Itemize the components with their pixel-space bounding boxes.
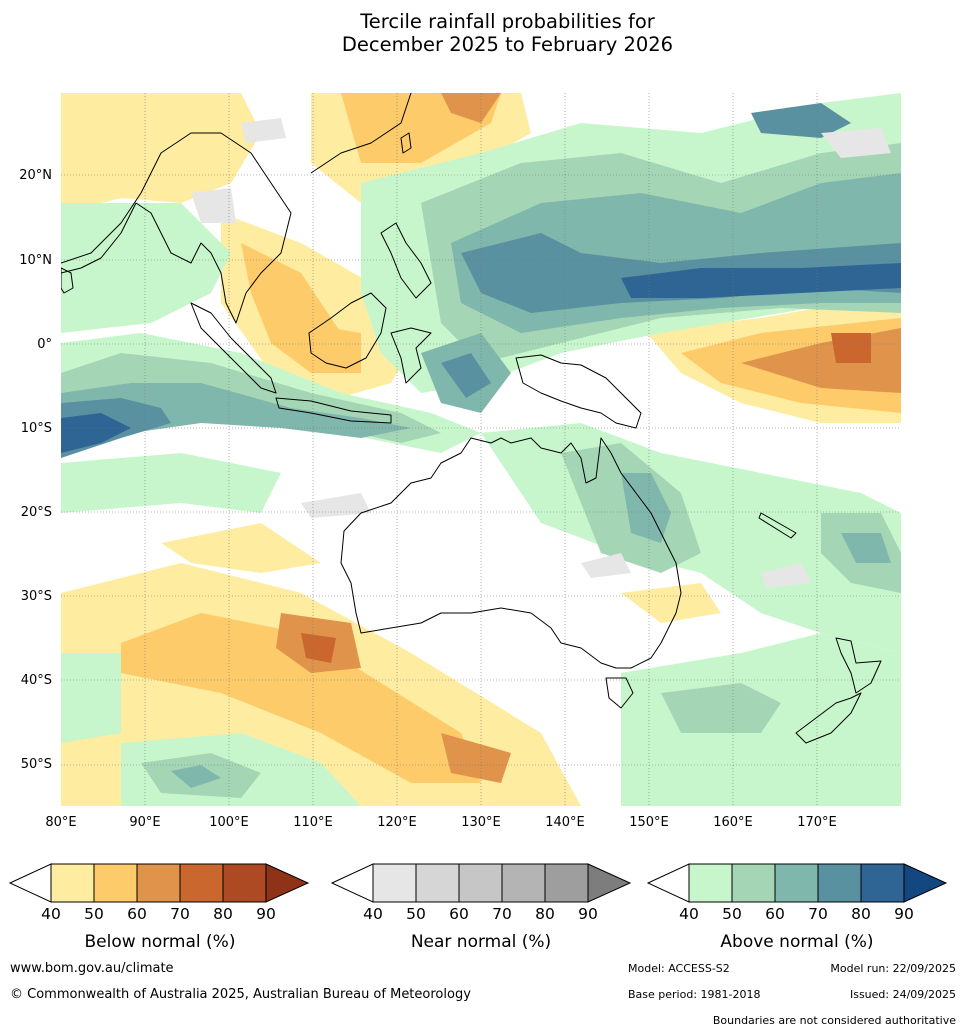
australia-coastline — [340, 437, 682, 669]
above-normal-colorbar — [646, 863, 948, 903]
new-caledonia-coastline — [758, 512, 797, 539]
lon-label-90e: 90°E — [129, 815, 161, 830]
mainland-asia-coastline — [61, 132, 292, 324]
near-tick-70: 70 — [492, 905, 512, 923]
lon-label-120e: 120°E — [377, 815, 417, 830]
near-tick-60: 60 — [449, 905, 469, 923]
below-normal-shading — [61, 93, 901, 806]
above-tick-40: 40 — [679, 905, 699, 923]
title-line-2: December 2025 to February 2026 — [341, 33, 674, 56]
below-normal-swatch-5 — [222, 863, 267, 903]
taiwan-coastline — [400, 132, 412, 154]
above-tick-80: 80 — [851, 905, 871, 923]
above-normal-swatch-6 — [903, 863, 948, 903]
lon-label-100e: 100°E — [209, 815, 249, 830]
model-name: Model: ACCESS-S2 — [628, 962, 730, 975]
near-normal-legend-title: Near normal (%) — [410, 932, 552, 952]
lon-label-150e: 150°E — [629, 815, 669, 830]
above-tick-90: 90 — [894, 905, 914, 923]
below-normal-swatch-2 — [93, 863, 138, 903]
below-normal-colorbar — [8, 863, 310, 903]
above-tick-50: 50 — [722, 905, 742, 923]
lat-label-50s: 50°S — [20, 757, 52, 772]
below-normal-legend-title: Below normal (%) — [84, 932, 236, 952]
near-normal-shading — [191, 118, 891, 588]
near-tick-50: 50 — [406, 905, 426, 923]
below-normal-swatch-0 — [8, 863, 52, 903]
coastlines — [61, 93, 882, 744]
website-link[interactable]: www.bom.gov.au/climate — [10, 961, 174, 976]
above-tick-70: 70 — [808, 905, 828, 923]
near-normal-swatch-0 — [330, 863, 374, 903]
philippines-coastline — [380, 222, 432, 299]
new-zealand-north-coastline — [835, 637, 882, 694]
map-canvas — [61, 93, 901, 806]
near-normal-swatch-2 — [415, 863, 460, 903]
base-period: Base period: 1981-2018 — [628, 988, 761, 1001]
above-normal-legend-title: Above normal (%) — [720, 932, 874, 952]
rainfall-probability-map — [61, 93, 901, 806]
lon-label-110e: 110°E — [293, 815, 333, 830]
lon-label-80e: 80°E — [45, 815, 77, 830]
near-normal-swatch-5 — [544, 863, 589, 903]
sri-lanka-coastline — [61, 267, 74, 294]
issued-date: Issued: 24/09/2025 — [849, 988, 956, 1001]
new-guinea-coastline — [515, 354, 642, 429]
below-tick-60: 60 — [127, 905, 147, 923]
boundaries-disclaimer: Boundaries are not considered authoritat… — [712, 1014, 956, 1027]
near-tick-40: 40 — [363, 905, 383, 923]
graticule — [61, 93, 901, 806]
lat-label-30s: 30°S — [20, 589, 52, 604]
below-normal-swatch-1 — [50, 863, 95, 903]
sumatra-coastline — [190, 302, 277, 394]
above-normal-swatch-3 — [774, 863, 819, 903]
near-normal-swatch-4 — [501, 863, 546, 903]
below-tick-50: 50 — [84, 905, 104, 923]
below-tick-70: 70 — [170, 905, 190, 923]
near-normal-swatch-3 — [458, 863, 503, 903]
lat-label-20n: 20°N — [19, 168, 52, 183]
near-normal-colorbar — [330, 863, 632, 903]
above-tick-60: 60 — [765, 905, 785, 923]
copyright-text: © Commonwealth of Australia 2025, Austra… — [10, 987, 471, 1002]
sulawesi-coastline — [390, 327, 432, 384]
above-normal-swatch-4 — [817, 863, 862, 903]
map-title: Tercile rainfall probabilities for Decem… — [0, 10, 965, 56]
lat-label-0: 0° — [37, 337, 52, 352]
title-line-1: Tercile rainfall probabilities for — [360, 10, 655, 33]
east-asia-coastline — [310, 93, 412, 174]
above-normal-swatch-0 — [646, 863, 690, 903]
lat-label-10n: 10°N — [19, 253, 52, 268]
near-tick-80: 80 — [535, 905, 555, 923]
below-normal-swatch-6 — [265, 863, 310, 903]
below-tick-80: 80 — [213, 905, 233, 923]
above-normal-swatch-5 — [860, 863, 905, 903]
java-coastline — [275, 397, 392, 424]
below-tick-90: 90 — [256, 905, 276, 923]
lon-label-140e: 140°E — [545, 815, 585, 830]
lat-label-10s: 10°S — [20, 421, 52, 436]
tasmania-coastline — [605, 677, 634, 709]
near-normal-swatch-1 — [372, 863, 417, 903]
near-normal-swatch-6 — [587, 863, 632, 903]
model-run-date: Model run: 22/09/2025 — [830, 962, 956, 975]
new-zealand-south-coastline — [795, 692, 862, 744]
lat-label-20s: 20°S — [20, 505, 52, 520]
lon-label-170e: 170°E — [797, 815, 837, 830]
lon-label-160e: 160°E — [713, 815, 753, 830]
near-tick-90: 90 — [578, 905, 598, 923]
lat-label-40s: 40°S — [20, 673, 52, 688]
above-normal-swatch-2 — [731, 863, 776, 903]
borneo-coastline — [308, 292, 387, 369]
lon-label-130e: 130°E — [461, 815, 501, 830]
above-normal-swatch-1 — [688, 863, 733, 903]
below-normal-swatch-3 — [136, 863, 181, 903]
below-tick-40: 40 — [41, 905, 61, 923]
below-normal-swatch-4 — [179, 863, 224, 903]
